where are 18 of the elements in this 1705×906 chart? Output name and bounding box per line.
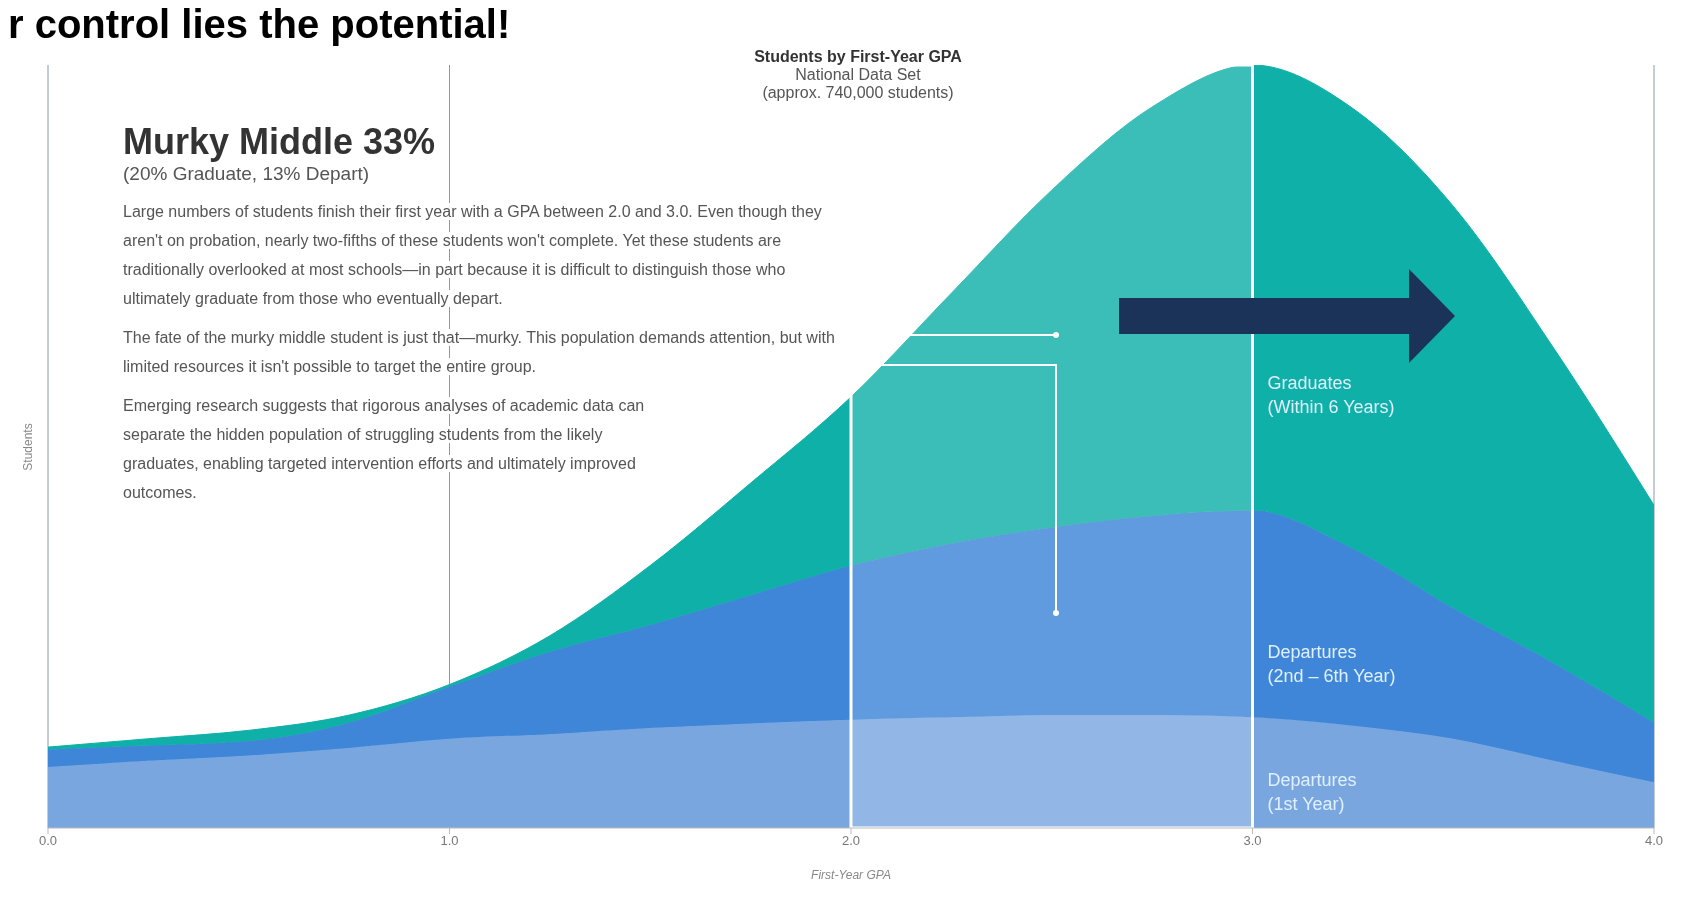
annotation: Murky Middle 33% (123, 121, 437, 163)
y-axis-title: Students (21, 422, 35, 471)
x-tick-label: 4.0 (1644, 833, 1664, 849)
series-label: Departures (1st Year) (1267, 769, 1357, 817)
annotation: (20% Graduate, 13% Depart) (123, 163, 371, 185)
annotation: Large numbers of students finish their first year with a GPA between 2.0 and 3.0. Even though they aren't on probation, nearly two-fifths of these students won't complete. Yet these students are traditionally overlooked at most schools—in part because it is difficult to distinguish those who ultimately graduate from those who eventually depart. (123, 203, 822, 307)
chart-title: Students by First-Year GPA (753, 48, 963, 66)
text: National Data Set (approx. 740,000 students) (761, 66, 955, 102)
x-tick-label: 0.0 (38, 833, 58, 849)
x-tick-label: 3.0 (1243, 833, 1262, 849)
x-tick-label: 2.0 (841, 833, 861, 849)
annotation: Emerging research suggests that rigorous analyses of academic data can separate the hidden population of struggling students from the likely graduates, enabling targeted intervention efforts and ultimately improved outcomes. (123, 397, 645, 501)
x-axis-title: First-Year GPA (811, 868, 891, 882)
annotation: The fate of the murky middle student is just that—murky. This population demands attention, but with limited resources it isn't possible to target the entire group. (123, 329, 835, 375)
text: r control lies the potential! (8, 2, 511, 47)
series-label: Departures (2nd – 6th Year) (1267, 640, 1396, 688)
x-tick-label: 1.0 (440, 833, 459, 849)
series-label: Graduates (Within 6 Years) (1267, 371, 1395, 419)
